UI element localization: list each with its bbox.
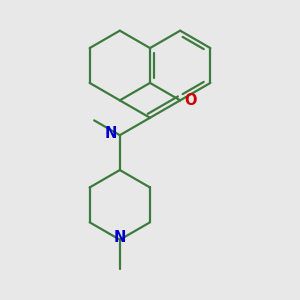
Text: O: O [184,93,197,108]
Text: N: N [114,230,126,245]
Text: N: N [105,126,117,141]
